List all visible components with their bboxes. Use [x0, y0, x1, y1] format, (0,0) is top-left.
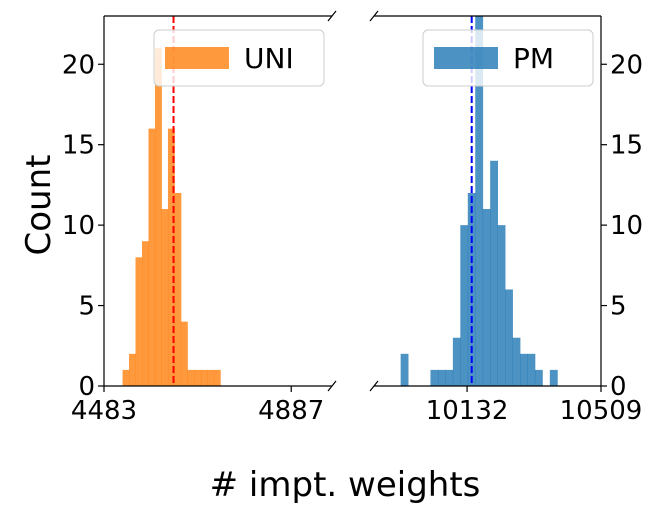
histogram-bar: [475, 16, 484, 386]
histogram-bar: [505, 289, 513, 386]
axis-break-mark: [369, 10, 379, 22]
y-tick-label: 0: [78, 372, 95, 402]
histogram-bar: [445, 369, 454, 386]
histogram-bar: [213, 369, 221, 386]
legend: UNI: [153, 29, 325, 87]
histogram-bar: [161, 209, 169, 386]
legend: PM: [422, 29, 594, 87]
histogram-bar: [194, 369, 202, 386]
y-tick-label: 10: [610, 211, 643, 241]
y-tick-label: 5: [78, 292, 95, 322]
legend-swatch: [165, 47, 229, 69]
histogram-bar: [200, 369, 208, 386]
legend-frame: [422, 29, 594, 87]
histogram-bar: [482, 209, 491, 386]
histogram-bar: [437, 369, 446, 386]
histogram-bar: [497, 225, 506, 386]
histogram-bar: [148, 128, 156, 387]
histogram-bar: [527, 353, 536, 386]
panel-uni: 0 5 10 15 20 4483 4887 UNI: [62, 10, 337, 426]
histogram-bar: [534, 369, 543, 386]
y-tick-label: 20: [610, 50, 643, 80]
axis-break-mark: [327, 10, 337, 22]
histogram-bar: [460, 225, 469, 386]
histogram-bar: [490, 160, 499, 386]
histogram-bar: [520, 353, 528, 386]
histogram-bar: [207, 369, 215, 386]
y-tick-label: 20: [62, 50, 95, 80]
legend-label: PM: [513, 42, 554, 75]
legend-label: UNI: [244, 42, 294, 75]
x-tick-label: 10132: [426, 396, 509, 426]
y-tick-label: 0: [610, 372, 627, 402]
axis-break-mark: [327, 380, 337, 392]
histogram-bar: [129, 353, 136, 386]
x-tick-label: 4887: [258, 396, 324, 426]
histogram-bar: [512, 337, 521, 386]
panel-pm: 0 5 10 15 20 10132 10509 PM: [369, 10, 643, 426]
legend-frame: [153, 29, 325, 87]
y-tick-label: 15: [610, 131, 643, 161]
histogram-bar: [135, 257, 143, 386]
histogram-bar: [187, 369, 195, 386]
histogram-bar: [430, 369, 439, 386]
x-tick-label: 10509: [560, 396, 643, 426]
y-tick-label: 15: [62, 131, 95, 161]
y-axis-title: Count: [19, 155, 59, 256]
histogram-bar: [452, 337, 461, 386]
histogram-bar: [174, 192, 182, 386]
histogram-bar: [180, 321, 188, 386]
histogram-bar: [400, 353, 409, 386]
histogram-bar: [142, 241, 149, 386]
histogram-bar: [122, 369, 130, 386]
histogram-bar: [549, 369, 558, 386]
x-axis-title: # impt. weights: [210, 465, 481, 505]
x-tick-label: 4483: [71, 396, 137, 426]
y-tick-label: 5: [610, 292, 627, 322]
axis-break-mark: [369, 380, 379, 392]
histogram-bar: [154, 48, 162, 387]
histogram-bar: [167, 128, 175, 387]
y-tick-label: 10: [62, 211, 95, 241]
legend-swatch: [434, 47, 498, 69]
